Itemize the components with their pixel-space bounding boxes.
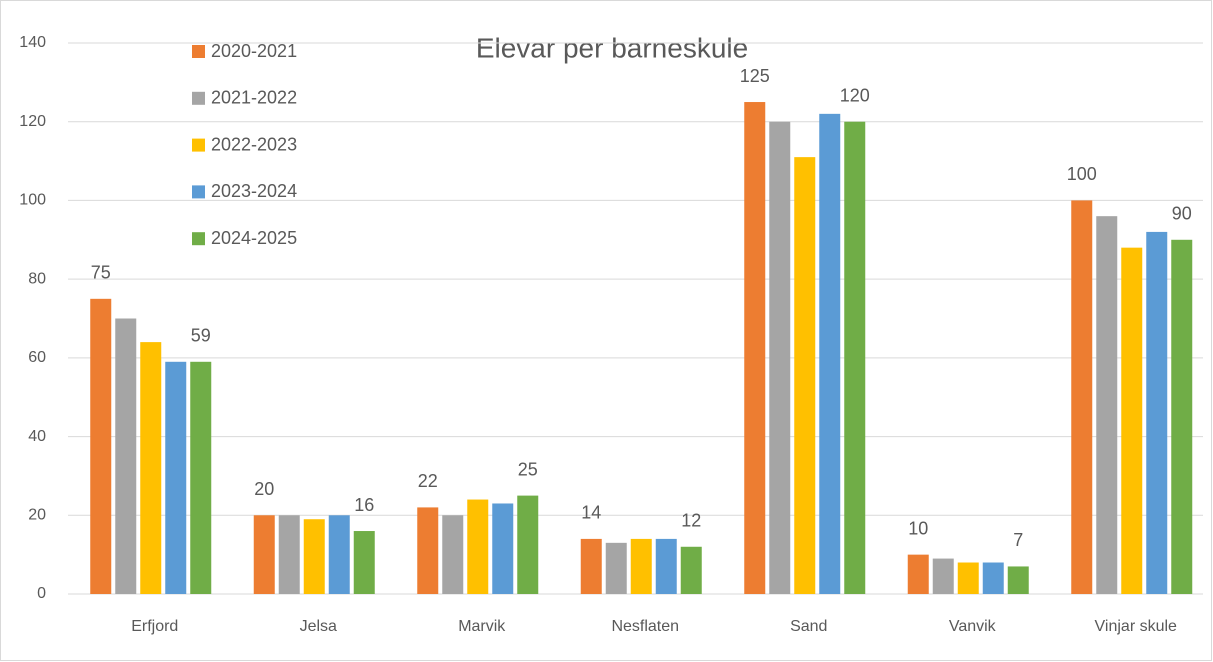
bar [90,298,112,594]
bar [492,503,514,594]
bar [1007,566,1029,594]
x-tick-label: Erfjord [131,618,178,635]
bar [278,515,300,594]
y-tick-label: 120 [19,113,46,130]
legend-label: 2022-2023 [211,134,297,154]
x-tick-label: Vinjar skule [1095,618,1178,635]
data-label: 7 [1013,530,1023,550]
bar [115,318,137,594]
legend-label: 2021-2022 [211,88,297,108]
bar [655,538,677,594]
legend-swatch [192,91,205,105]
bar [1071,200,1093,594]
data-label: 10 [908,518,928,538]
y-tick-label: 140 [19,34,46,51]
bar [442,515,464,594]
data-label: 125 [740,66,770,86]
bar [303,519,325,594]
data-label: 75 [91,263,111,283]
legend-swatch [192,232,205,246]
bar [844,121,866,594]
bar [982,562,1004,594]
y-tick-label: 40 [28,428,46,445]
bar [1121,247,1143,594]
bar [328,515,350,594]
data-label: 25 [518,459,538,479]
legend-swatch [192,138,205,152]
bar [1171,239,1193,595]
y-tick-label: 20 [28,507,46,524]
bar [680,546,702,594]
data-label: 20 [254,479,274,499]
legend-label: 2020-2021 [211,41,297,61]
bar [580,538,602,594]
x-tick-label: Vanvik [949,618,997,635]
bar [1096,216,1118,594]
y-tick-label: 60 [28,349,46,366]
x-tick-label: Jelsa [300,618,337,635]
y-tick-label: 0 [37,585,46,602]
bar [605,542,627,594]
legend-swatch [192,45,205,58]
data-label: 14 [581,503,601,523]
bar [165,361,187,594]
y-tick-label: 80 [28,270,46,287]
bar [819,113,841,594]
bar [907,554,929,594]
y-tick-label: 100 [19,192,46,209]
data-label: 100 [1067,164,1097,184]
x-tick-label: Sand [790,618,827,635]
chart-title: Elevar per barneskule [476,32,748,63]
bar [1146,231,1168,594]
bar [417,507,439,594]
x-tick-label: Nesflaten [611,618,679,635]
bar [253,515,275,594]
data-label: 120 [840,85,870,105]
bar [957,562,979,594]
data-label: 22 [418,471,438,491]
bar [353,531,375,594]
data-label: 12 [681,511,701,531]
legend-swatch [192,185,205,199]
data-label: 16 [354,495,374,515]
data-label: 90 [1172,204,1192,224]
bar [190,361,212,594]
bar [140,342,162,594]
bar [467,499,489,594]
bar [769,121,791,594]
bar [932,558,954,594]
bar [794,157,816,594]
data-label: 59 [191,326,211,346]
legend-label: 2023-2024 [211,181,297,201]
x-tick-label: Marvik [458,618,506,635]
bar [517,495,539,594]
bar [630,538,652,594]
legend-label: 2024-2025 [211,228,297,248]
bar [744,102,766,595]
